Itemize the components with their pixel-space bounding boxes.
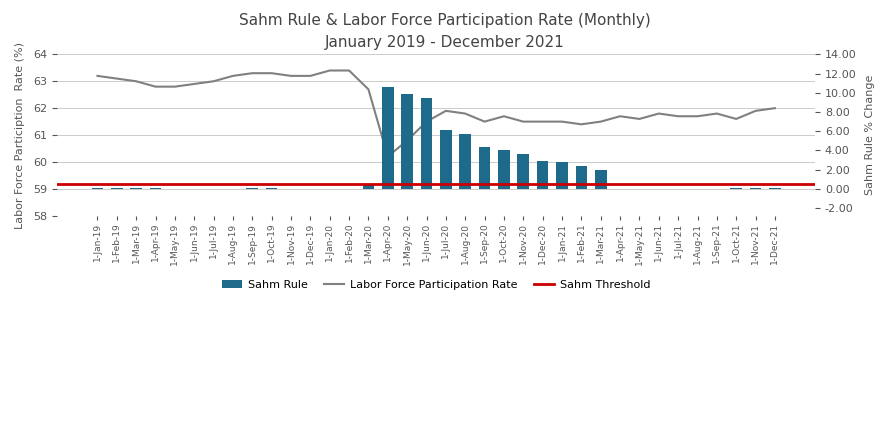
Bar <box>92 188 103 189</box>
Bar <box>247 188 258 189</box>
Bar <box>111 188 123 189</box>
Bar <box>401 95 413 189</box>
Bar <box>769 188 781 189</box>
Bar <box>595 170 606 189</box>
Text: Sahm Rule & Labor Force Participation Rate (Monthly)
January 2019 - December 202: Sahm Rule & Labor Force Participation Ra… <box>239 13 651 50</box>
Bar <box>749 188 761 189</box>
Bar <box>150 188 161 189</box>
Bar <box>440 130 451 189</box>
Bar <box>479 147 490 189</box>
Bar <box>517 154 529 189</box>
Bar <box>556 162 568 189</box>
Bar <box>537 161 548 189</box>
Bar <box>576 166 587 189</box>
Bar <box>421 98 433 189</box>
Y-axis label: Labor Force Particiption  Rate (%): Labor Force Particiption Rate (%) <box>15 42 25 229</box>
Bar <box>362 185 375 189</box>
Bar <box>498 150 510 189</box>
Bar <box>731 188 742 189</box>
Bar <box>382 87 393 189</box>
Legend: Sahm Rule, Labor Force Participation Rate, Sahm Threshold: Sahm Rule, Labor Force Participation Rat… <box>218 275 654 294</box>
Bar <box>266 188 278 189</box>
Bar <box>130 188 142 189</box>
Y-axis label: Sahm Rule % Change: Sahm Rule % Change <box>865 75 875 195</box>
Bar <box>459 134 471 189</box>
